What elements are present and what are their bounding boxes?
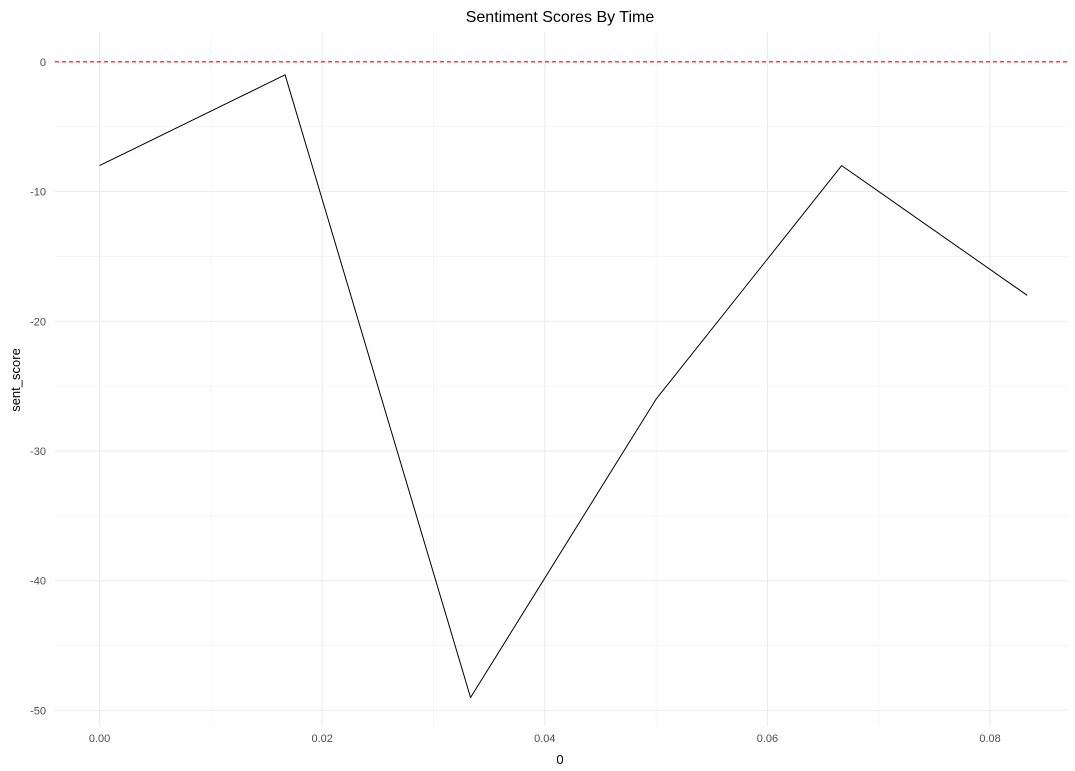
y-tick-label: -40 — [30, 576, 46, 588]
grid — [55, 32, 1068, 726]
x-tick-label: 0.08 — [979, 733, 1000, 745]
y-axis-title: sent_score — [8, 348, 23, 412]
series-group — [99, 74, 1028, 698]
x-tick-label: 0.00 — [89, 733, 110, 745]
x-tick-label: 0.04 — [534, 733, 555, 745]
chart-title: Sentiment Scores By Time — [466, 9, 655, 26]
x-tick-labels: 0.00 0.02 0.04 0.06 0.08 — [89, 733, 1001, 745]
y-tick-label: -30 — [30, 446, 46, 458]
y-tick-labels: 0 -10 -20 -30 -40 -50 — [30, 57, 46, 718]
x-axis-title: 0 — [556, 752, 563, 767]
y-tick-label: 0 — [40, 57, 46, 69]
x-tick-label: 0.02 — [311, 733, 332, 745]
y-tick-label: -10 — [30, 187, 46, 199]
y-tick-label: -20 — [30, 316, 46, 328]
x-tick-label: 0.06 — [757, 733, 778, 745]
y-tick-label: -50 — [30, 705, 46, 717]
series-line — [99, 74, 1028, 698]
